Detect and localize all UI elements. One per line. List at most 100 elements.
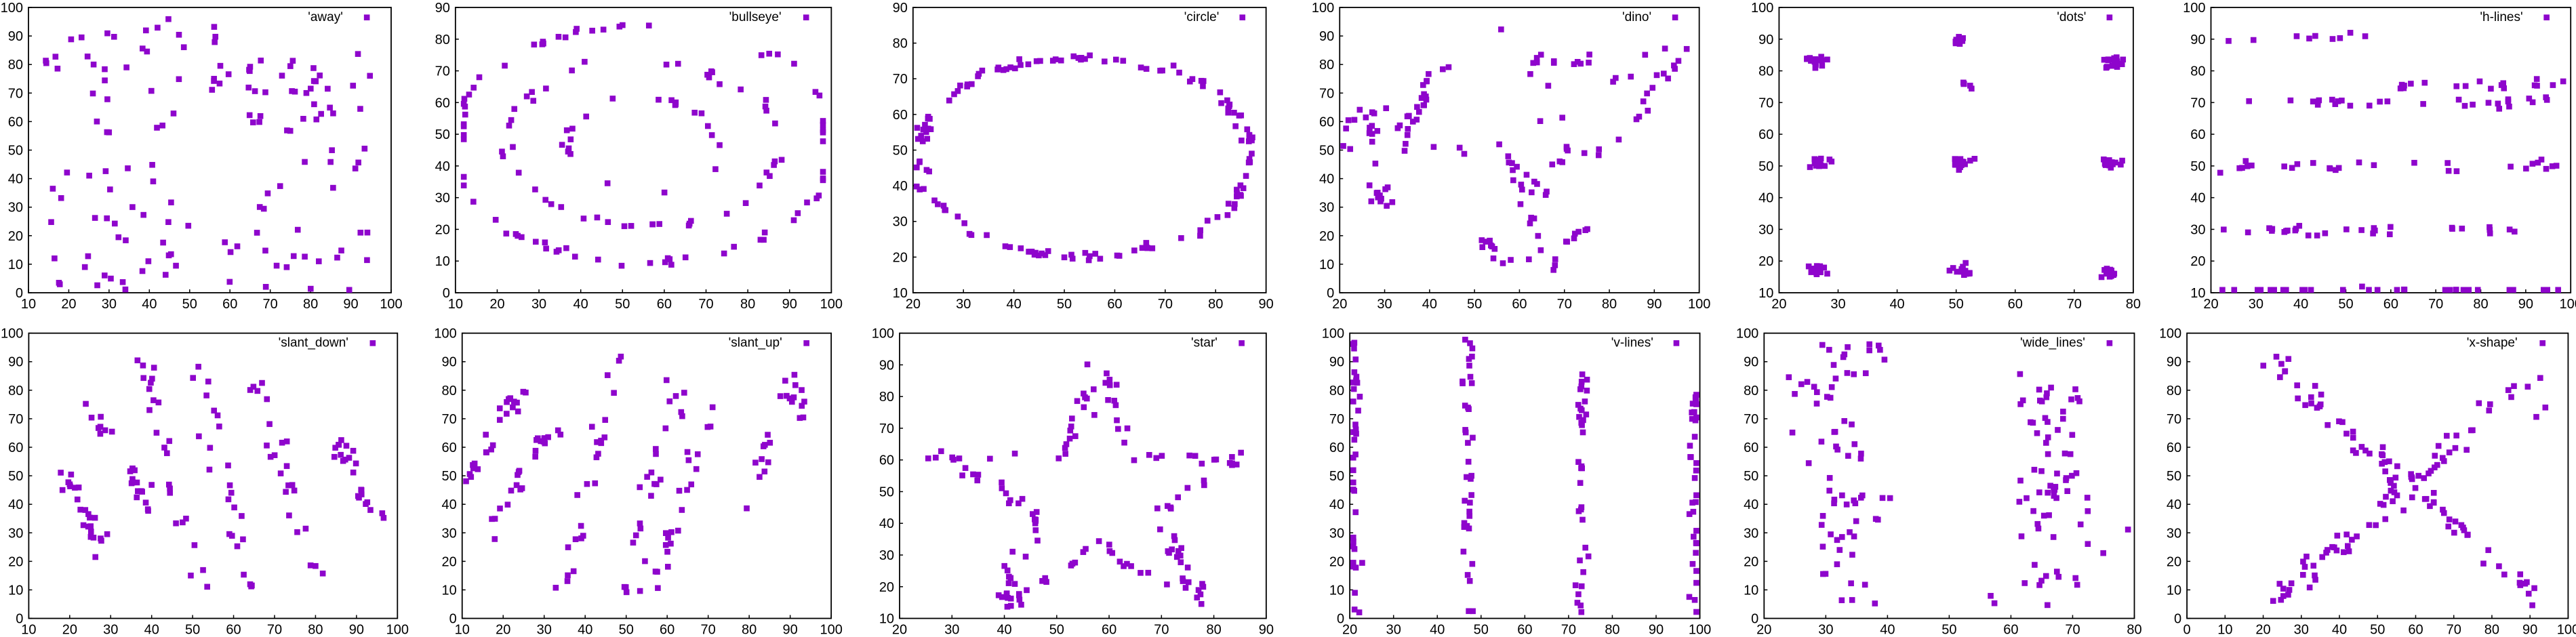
svg-text:0: 0 bbox=[449, 611, 457, 626]
svg-text:50: 50 bbox=[1319, 143, 1334, 158]
svg-text:80: 80 bbox=[1206, 622, 1221, 637]
svg-text:100: 100 bbox=[386, 622, 409, 637]
svg-text:40: 40 bbox=[442, 497, 457, 512]
svg-text:20: 20 bbox=[1342, 622, 1357, 637]
svg-text:10: 10 bbox=[442, 583, 457, 598]
svg-text:60: 60 bbox=[892, 108, 907, 123]
svg-text:20: 20 bbox=[8, 554, 23, 569]
svg-text:70: 70 bbox=[892, 72, 907, 87]
svg-text:30: 30 bbox=[1758, 222, 1773, 237]
svg-text:40: 40 bbox=[2293, 297, 2308, 312]
svg-text:90: 90 bbox=[2522, 622, 2537, 637]
svg-text:20: 20 bbox=[435, 222, 450, 237]
svg-text:10: 10 bbox=[2167, 583, 2181, 598]
svg-text:70: 70 bbox=[1744, 412, 1758, 427]
svg-text:0: 0 bbox=[443, 286, 450, 301]
svg-text:'slant_up': 'slant_up' bbox=[729, 335, 782, 350]
svg-text:'dots': 'dots' bbox=[2057, 10, 2086, 24]
svg-text:80: 80 bbox=[8, 383, 23, 398]
svg-text:30: 30 bbox=[2294, 622, 2309, 637]
svg-text:90: 90 bbox=[783, 622, 798, 637]
svg-text:30: 30 bbox=[102, 297, 117, 312]
svg-text:70: 70 bbox=[8, 412, 23, 427]
svg-text:40: 40 bbox=[1758, 191, 1773, 206]
svg-text:30: 30 bbox=[2167, 526, 2181, 541]
svg-text:100: 100 bbox=[1321, 326, 1344, 341]
svg-text:40: 40 bbox=[997, 622, 1011, 637]
svg-text:80: 80 bbox=[2167, 383, 2181, 398]
svg-text:40: 40 bbox=[142, 297, 157, 312]
svg-text:50: 50 bbox=[8, 469, 23, 484]
svg-text:10: 10 bbox=[8, 583, 23, 598]
svg-text:100: 100 bbox=[1689, 622, 1711, 637]
svg-text:20: 20 bbox=[1756, 622, 1771, 637]
svg-text:40: 40 bbox=[1006, 297, 1021, 312]
svg-text:20: 20 bbox=[2203, 297, 2218, 312]
svg-text:0: 0 bbox=[1337, 611, 1344, 626]
svg-text:30: 30 bbox=[8, 201, 23, 215]
svg-text:30: 30 bbox=[1319, 201, 1334, 215]
svg-text:30: 30 bbox=[892, 215, 907, 230]
svg-text:100: 100 bbox=[871, 326, 893, 341]
svg-text:40: 40 bbox=[1889, 297, 1904, 312]
svg-text:50: 50 bbox=[185, 622, 200, 637]
svg-text:10: 10 bbox=[21, 622, 36, 637]
svg-text:50: 50 bbox=[442, 469, 457, 484]
svg-text:90: 90 bbox=[879, 358, 893, 373]
svg-text:80: 80 bbox=[442, 383, 457, 398]
svg-text:'slant_down': 'slant_down' bbox=[279, 335, 348, 350]
svg-text:80: 80 bbox=[1602, 297, 1617, 312]
svg-text:20: 20 bbox=[61, 297, 76, 312]
svg-text:20: 20 bbox=[879, 579, 893, 594]
svg-text:30: 30 bbox=[103, 622, 118, 637]
svg-text:60: 60 bbox=[442, 440, 457, 455]
svg-text:60: 60 bbox=[2003, 622, 2018, 637]
svg-text:50: 50 bbox=[1948, 297, 1963, 312]
svg-text:90: 90 bbox=[343, 297, 358, 312]
svg-text:50: 50 bbox=[615, 297, 630, 312]
svg-text:70: 70 bbox=[1758, 96, 1773, 110]
svg-text:30: 30 bbox=[1386, 622, 1401, 637]
svg-text:60: 60 bbox=[1102, 622, 1116, 637]
svg-text:80: 80 bbox=[1605, 622, 1619, 637]
svg-text:100: 100 bbox=[1312, 1, 1334, 16]
svg-text:100: 100 bbox=[2160, 326, 2181, 341]
svg-text:60: 60 bbox=[879, 453, 893, 468]
svg-text:40: 40 bbox=[2332, 622, 2347, 637]
svg-text:90: 90 bbox=[1329, 354, 1344, 369]
svg-text:100: 100 bbox=[1688, 297, 1710, 312]
svg-text:20: 20 bbox=[1329, 554, 1344, 569]
svg-text:90: 90 bbox=[892, 1, 907, 16]
svg-text:100: 100 bbox=[1751, 1, 1773, 16]
svg-text:80: 80 bbox=[303, 297, 318, 312]
svg-text:0: 0 bbox=[1751, 611, 1758, 626]
svg-text:100: 100 bbox=[435, 326, 457, 341]
svg-text:60: 60 bbox=[1744, 440, 1758, 455]
svg-text:50: 50 bbox=[1049, 622, 1064, 637]
svg-text:'dino': 'dino' bbox=[1622, 10, 1651, 24]
svg-text:60: 60 bbox=[1319, 115, 1334, 129]
svg-text:70: 70 bbox=[263, 297, 278, 312]
svg-text:80: 80 bbox=[8, 58, 23, 73]
svg-text:80: 80 bbox=[1208, 297, 1223, 312]
svg-text:40: 40 bbox=[2190, 191, 2205, 206]
svg-text:30: 30 bbox=[537, 622, 552, 637]
svg-text:60: 60 bbox=[1758, 127, 1773, 142]
svg-text:80: 80 bbox=[742, 622, 757, 637]
svg-text:90: 90 bbox=[2190, 33, 2205, 47]
svg-text:20: 20 bbox=[1758, 254, 1773, 269]
svg-text:100: 100 bbox=[2560, 297, 2576, 312]
svg-text:70: 70 bbox=[879, 422, 893, 436]
svg-text:70: 70 bbox=[1329, 412, 1344, 427]
svg-text:50: 50 bbox=[1473, 622, 1488, 637]
svg-text:40: 40 bbox=[8, 497, 23, 512]
svg-text:90: 90 bbox=[1744, 354, 1758, 369]
svg-text:20: 20 bbox=[1319, 229, 1334, 244]
svg-text:70: 70 bbox=[2167, 412, 2181, 427]
svg-text:70: 70 bbox=[1556, 297, 1571, 312]
svg-text:20: 20 bbox=[2190, 254, 2205, 269]
svg-text:60: 60 bbox=[8, 440, 23, 455]
svg-text:0: 0 bbox=[2174, 611, 2181, 626]
svg-text:70: 70 bbox=[2428, 297, 2443, 312]
svg-text:50: 50 bbox=[879, 485, 893, 499]
